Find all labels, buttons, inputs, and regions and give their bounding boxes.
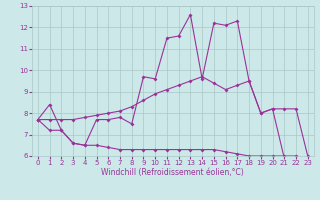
X-axis label: Windchill (Refroidissement éolien,°C): Windchill (Refroidissement éolien,°C) [101,168,244,177]
